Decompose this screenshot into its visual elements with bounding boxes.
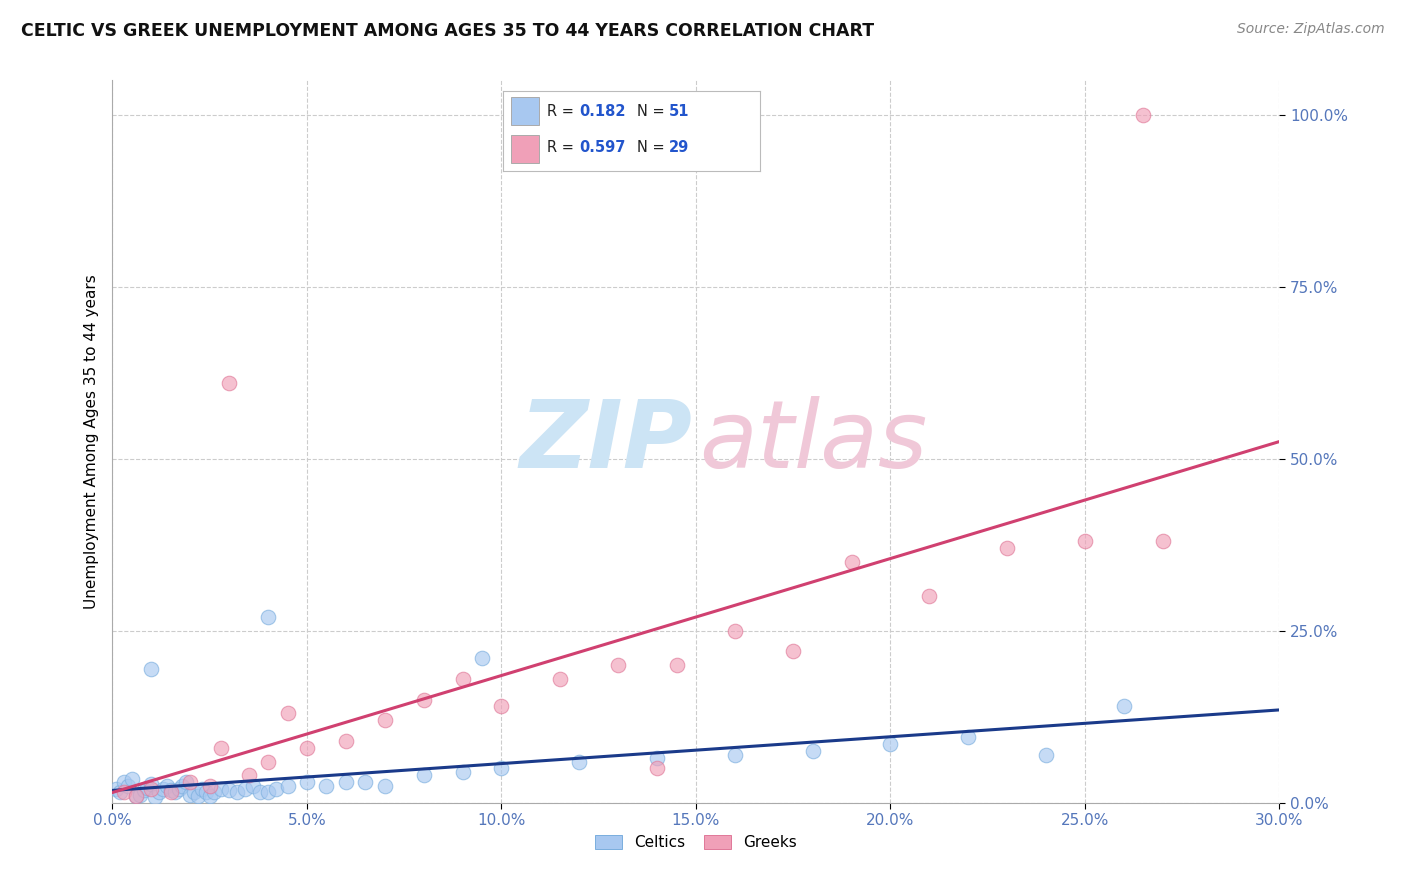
Point	[257, 785, 280, 799]
Point	[194, 785, 217, 799]
Point	[209, 782, 232, 797]
Point	[233, 782, 256, 797]
Point	[179, 775, 201, 789]
Point	[1074, 534, 1097, 549]
Point	[242, 779, 264, 793]
Point	[1035, 747, 1057, 762]
Point	[226, 785, 249, 799]
Point	[491, 761, 513, 775]
Point	[276, 779, 298, 793]
Y-axis label: Unemployment Among Ages 35 to 44 years: Unemployment Among Ages 35 to 44 years	[83, 274, 98, 609]
Point	[918, 590, 941, 604]
Point	[128, 788, 150, 802]
Point	[724, 624, 747, 638]
Point	[152, 782, 174, 797]
Point	[148, 785, 170, 799]
Point	[183, 785, 205, 799]
Point	[172, 779, 194, 793]
Point	[125, 789, 148, 803]
Point	[218, 783, 240, 797]
Point	[1132, 108, 1154, 122]
Point	[218, 376, 240, 390]
Point	[160, 785, 183, 799]
Text: ZIP: ZIP	[520, 395, 693, 488]
Text: atlas: atlas	[699, 396, 928, 487]
Point	[167, 782, 190, 797]
Point	[374, 713, 396, 727]
Point	[471, 651, 494, 665]
Point	[264, 782, 287, 797]
Point	[1152, 534, 1174, 549]
Point	[136, 780, 159, 795]
Point	[1112, 699, 1135, 714]
Point	[451, 672, 474, 686]
Point	[156, 779, 179, 793]
Point	[257, 755, 280, 769]
Point	[295, 775, 318, 789]
Point	[141, 776, 163, 790]
Point	[238, 768, 260, 782]
Point	[548, 672, 571, 686]
Point	[412, 692, 434, 706]
Point	[176, 775, 198, 789]
Point	[132, 783, 155, 797]
Point	[209, 740, 232, 755]
Point	[110, 785, 132, 799]
Point	[143, 790, 166, 805]
Point	[354, 775, 377, 789]
Point	[451, 764, 474, 779]
Point	[782, 644, 804, 658]
Point	[202, 785, 225, 799]
Point	[121, 772, 143, 786]
Point	[665, 658, 688, 673]
Point	[163, 785, 186, 799]
Point	[841, 555, 863, 569]
Point	[198, 789, 221, 803]
Point	[191, 782, 214, 797]
Point	[315, 779, 337, 793]
Point	[335, 734, 357, 748]
Point	[957, 731, 980, 745]
Point	[249, 785, 271, 799]
Point	[187, 789, 209, 803]
Point	[412, 768, 434, 782]
Point	[257, 610, 280, 624]
Point	[141, 662, 163, 676]
Point	[105, 782, 128, 797]
Point	[112, 775, 135, 789]
Point	[295, 740, 318, 755]
Point	[568, 755, 591, 769]
Point	[335, 775, 357, 789]
Point	[995, 541, 1018, 556]
Legend: Celtics, Greeks: Celtics, Greeks	[589, 830, 803, 856]
Text: Source: ZipAtlas.com: Source: ZipAtlas.com	[1237, 22, 1385, 37]
Point	[607, 658, 630, 673]
Point	[724, 747, 747, 762]
Point	[160, 783, 183, 797]
Text: CELTIC VS GREEK UNEMPLOYMENT AMONG AGES 35 TO 44 YEARS CORRELATION CHART: CELTIC VS GREEK UNEMPLOYMENT AMONG AGES …	[21, 22, 875, 40]
Point	[801, 744, 824, 758]
Point	[117, 779, 139, 793]
Point	[645, 751, 668, 765]
Point	[141, 782, 163, 797]
Point	[179, 788, 201, 802]
Point	[125, 789, 148, 803]
Point	[491, 699, 513, 714]
Point	[374, 779, 396, 793]
Point	[276, 706, 298, 721]
Point	[198, 779, 221, 793]
Point	[879, 737, 901, 751]
Point	[645, 761, 668, 775]
Point	[112, 785, 135, 799]
